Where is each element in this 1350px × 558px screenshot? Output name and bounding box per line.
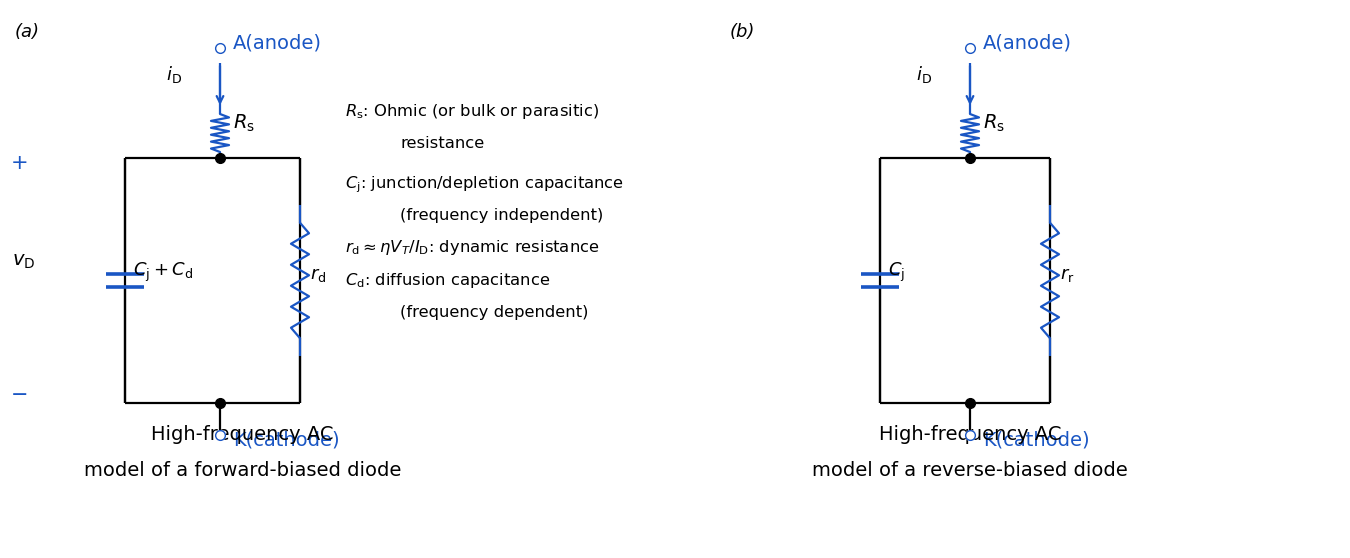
Text: (b): (b)	[730, 23, 756, 41]
Text: K(cathode): K(cathode)	[983, 431, 1089, 450]
Text: $i_\mathrm{D}$: $i_\mathrm{D}$	[166, 64, 182, 84]
Text: (frequency independent): (frequency independent)	[400, 208, 603, 223]
Text: $i_\mathrm{D}$: $i_\mathrm{D}$	[917, 64, 932, 84]
Text: model of a reverse-biased diode: model of a reverse-biased diode	[813, 461, 1127, 480]
Text: $C_\mathrm{j}$: junction/depletion capacitance: $C_\mathrm{j}$: junction/depletion capac…	[346, 174, 624, 195]
Text: $r_\mathrm{r}$: $r_\mathrm{r}$	[1060, 267, 1075, 285]
Text: $R_\mathrm{s}$: Ohmic (or bulk or parasitic): $R_\mathrm{s}$: Ohmic (or bulk or parasi…	[346, 102, 599, 121]
Text: $v_\mathrm{D}$: $v_\mathrm{D}$	[12, 252, 35, 271]
Text: (frequency dependent): (frequency dependent)	[400, 305, 589, 320]
Text: $R_\mathrm{s}$: $R_\mathrm{s}$	[234, 112, 255, 134]
Text: A(anode): A(anode)	[983, 33, 1072, 52]
Text: (a): (a)	[15, 23, 40, 41]
Text: $R_\mathrm{s}$: $R_\mathrm{s}$	[983, 112, 1004, 134]
Text: $-$: $-$	[9, 383, 27, 403]
Text: K(cathode): K(cathode)	[234, 431, 340, 450]
Text: $C_\mathrm{j}+C_\mathrm{d}$: $C_\mathrm{j}+C_\mathrm{d}$	[134, 261, 193, 284]
Text: $r_\mathrm{d}$: $r_\mathrm{d}$	[310, 267, 327, 285]
Text: resistance: resistance	[400, 136, 485, 151]
Text: $C_\mathrm{j}$: $C_\mathrm{j}$	[888, 261, 905, 284]
Text: $+$: $+$	[9, 153, 27, 173]
Text: $C_\mathrm{d}$: diffusion capacitance: $C_\mathrm{d}$: diffusion capacitance	[346, 271, 551, 290]
Text: High-frequency AC: High-frequency AC	[151, 425, 333, 444]
Text: model of a forward-biased diode: model of a forward-biased diode	[84, 461, 401, 480]
Text: A(anode): A(anode)	[234, 33, 323, 52]
Text: High-frequency AC: High-frequency AC	[879, 425, 1061, 444]
Text: $r_\mathrm{d}\approx\eta V_T/I_\mathrm{D}$: dynamic resistance: $r_\mathrm{d}\approx\eta V_T/I_\mathrm{D…	[346, 238, 599, 257]
